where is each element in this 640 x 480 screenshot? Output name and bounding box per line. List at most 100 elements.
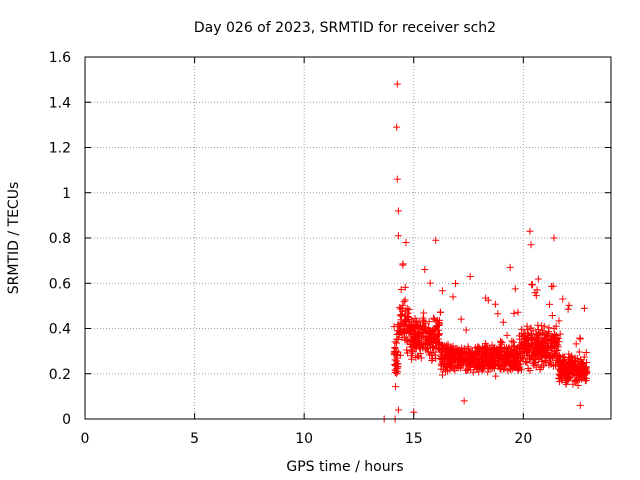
data-point bbox=[556, 375, 564, 383]
x-tick-label: 20 bbox=[514, 431, 532, 447]
data-point bbox=[426, 334, 434, 342]
data-point bbox=[457, 354, 465, 362]
data-point bbox=[427, 327, 435, 335]
data-point bbox=[552, 361, 560, 369]
data-point bbox=[393, 80, 401, 88]
data-point bbox=[398, 334, 406, 342]
x-tick-label: 15 bbox=[405, 431, 423, 447]
data-point bbox=[499, 364, 507, 372]
data-point bbox=[548, 283, 556, 290]
data-point bbox=[576, 335, 584, 343]
data-point bbox=[435, 319, 443, 327]
data-point bbox=[534, 321, 542, 329]
data-point bbox=[492, 372, 500, 380]
data-point bbox=[431, 351, 439, 359]
data-point bbox=[436, 308, 444, 316]
data-point bbox=[569, 365, 577, 373]
data-point bbox=[394, 336, 402, 344]
data-point bbox=[534, 275, 542, 283]
data-point bbox=[408, 355, 416, 363]
data-point bbox=[575, 348, 583, 356]
data-points bbox=[380, 80, 591, 423]
data-point bbox=[474, 348, 482, 356]
data-point bbox=[511, 285, 519, 293]
data-point bbox=[392, 383, 400, 391]
data-point bbox=[548, 342, 556, 350]
data-point bbox=[413, 335, 421, 343]
y-tick-label: 0.4 bbox=[49, 322, 71, 338]
data-point bbox=[430, 314, 438, 322]
data-point bbox=[545, 324, 553, 332]
data-point bbox=[412, 328, 420, 336]
data-point bbox=[399, 301, 407, 309]
data-point bbox=[401, 296, 409, 304]
data-point bbox=[460, 345, 468, 353]
data-point bbox=[416, 343, 424, 351]
data-point bbox=[419, 333, 427, 341]
data-point bbox=[437, 362, 445, 370]
data-point bbox=[514, 308, 522, 316]
data-point bbox=[510, 338, 518, 346]
data-point bbox=[400, 317, 408, 325]
data-point bbox=[426, 279, 434, 287]
data-point bbox=[394, 207, 402, 215]
data-point bbox=[483, 345, 491, 353]
data-point bbox=[409, 318, 417, 326]
data-point bbox=[572, 340, 580, 348]
data-point bbox=[559, 356, 567, 364]
data-point bbox=[421, 265, 429, 273]
data-point bbox=[476, 347, 484, 355]
data-point bbox=[453, 364, 461, 372]
data-point bbox=[495, 358, 503, 366]
data-point bbox=[580, 304, 588, 312]
data-point bbox=[390, 323, 398, 331]
data-point bbox=[564, 377, 572, 385]
data-point bbox=[548, 312, 556, 320]
data-point bbox=[563, 368, 571, 376]
data-point bbox=[488, 341, 496, 349]
data-point bbox=[537, 352, 545, 360]
data-point bbox=[438, 371, 446, 379]
data-point bbox=[576, 334, 584, 342]
data-point bbox=[396, 351, 404, 359]
data-point bbox=[395, 321, 403, 329]
data-point bbox=[540, 337, 548, 345]
data-point bbox=[501, 354, 509, 362]
data-point bbox=[484, 352, 492, 360]
data-point bbox=[528, 339, 536, 347]
data-point bbox=[526, 367, 534, 375]
data-point bbox=[420, 309, 428, 317]
data-point bbox=[401, 321, 409, 329]
data-point bbox=[521, 341, 529, 349]
data-point bbox=[393, 123, 401, 131]
data-point bbox=[497, 343, 505, 351]
data-point bbox=[463, 366, 471, 374]
data-point bbox=[527, 241, 535, 249]
x-tick-label: 0 bbox=[81, 431, 90, 447]
data-point bbox=[554, 346, 562, 354]
data-point bbox=[542, 356, 550, 364]
data-point bbox=[479, 365, 487, 373]
data-point bbox=[576, 358, 584, 366]
data-point bbox=[438, 287, 446, 295]
data-point bbox=[397, 305, 405, 313]
data-point bbox=[399, 261, 407, 269]
data-point bbox=[394, 232, 402, 240]
data-point bbox=[484, 368, 492, 376]
data-point bbox=[553, 338, 561, 346]
chart-title: Day 026 of 2023, SRMTID for receiver sch… bbox=[194, 20, 496, 36]
data-point bbox=[544, 328, 552, 336]
data-point bbox=[414, 352, 422, 360]
data-point bbox=[569, 380, 577, 388]
data-point bbox=[506, 263, 514, 271]
data-point bbox=[506, 365, 514, 373]
data-point bbox=[545, 361, 553, 369]
data-point bbox=[447, 349, 455, 357]
data-point bbox=[397, 285, 405, 293]
data-point bbox=[493, 346, 501, 354]
data-point bbox=[491, 300, 499, 308]
data-point bbox=[551, 334, 559, 342]
data-point bbox=[430, 315, 438, 323]
data-point bbox=[401, 311, 409, 319]
data-point bbox=[576, 401, 584, 409]
